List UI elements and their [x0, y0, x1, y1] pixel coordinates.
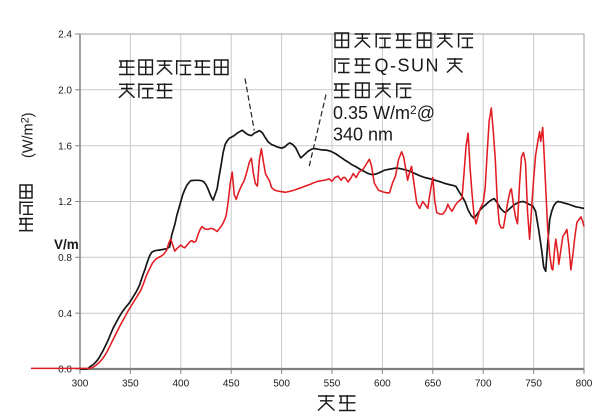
svg-text:650: 650 [424, 379, 441, 390]
svg-text:V/m: V/m [54, 237, 79, 252]
svg-text:500: 500 [273, 379, 290, 390]
svg-text:Q-SUN: Q-SUN [375, 56, 441, 76]
svg-text:1.6: 1.6 [58, 141, 72, 152]
svg-text:0.4: 0.4 [58, 309, 72, 320]
svg-text:340 nm: 340 nm [333, 124, 393, 144]
svg-text:400: 400 [172, 379, 189, 390]
svg-text:0.35 W/m2@: 0.35 W/m2@ [333, 103, 435, 123]
svg-text:2.0: 2.0 [58, 85, 72, 96]
svg-text:300: 300 [72, 379, 89, 390]
svg-text:0.0: 0.0 [58, 365, 72, 376]
svg-text:2.4: 2.4 [58, 30, 72, 41]
svg-text:600: 600 [374, 379, 391, 390]
svg-text:350: 350 [122, 379, 139, 390]
svg-text:800: 800 [576, 379, 593, 390]
svg-text:(W/m2): (W/m2) [20, 112, 37, 158]
svg-text:550: 550 [324, 379, 341, 390]
svg-text:700: 700 [475, 379, 492, 390]
svg-text:0.8: 0.8 [58, 253, 72, 264]
svg-text:750: 750 [525, 379, 542, 390]
svg-text:1.2: 1.2 [58, 197, 72, 208]
svg-text:450: 450 [223, 379, 240, 390]
